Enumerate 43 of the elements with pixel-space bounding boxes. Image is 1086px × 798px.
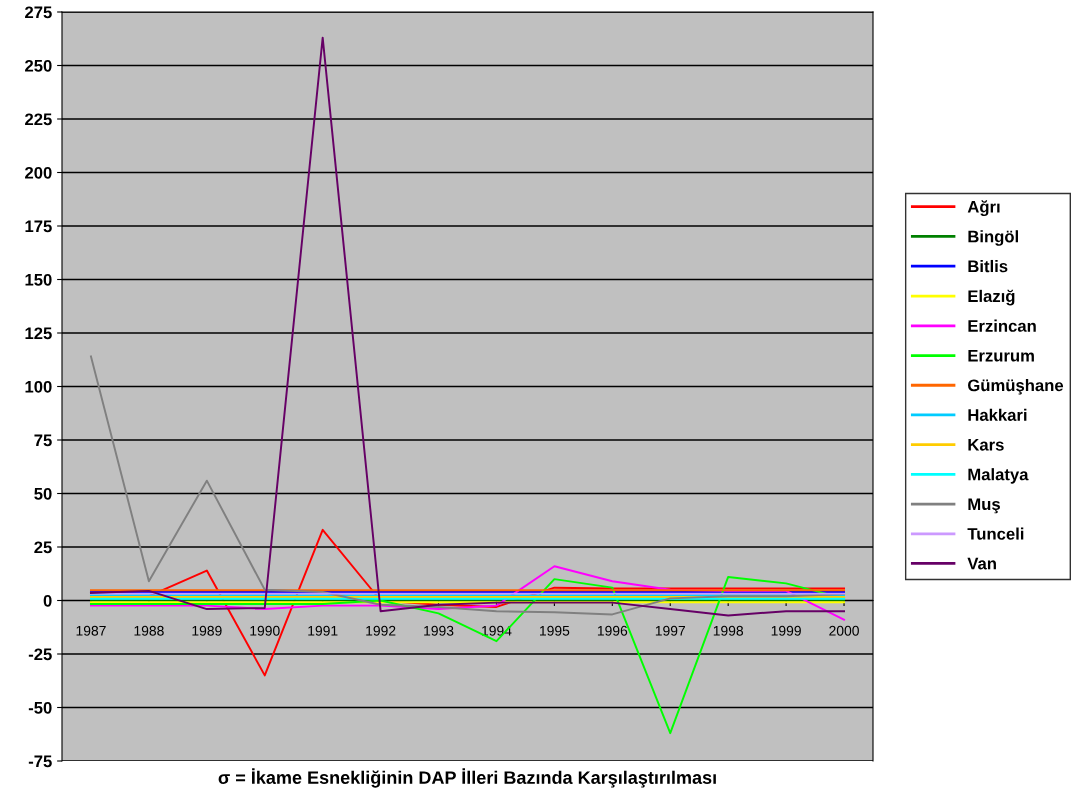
x-tick-label: 1995 [540, 625, 570, 636]
legend-label: Kars [968, 439, 1004, 451]
y-tick-label: 175 [25, 220, 52, 233]
legend-label: Gümüşhane [968, 379, 1064, 395]
y-tick-label: 100 [25, 380, 52, 393]
x-tick-label: 1993 [424, 625, 454, 636]
x-tick-label: 1997 [655, 625, 685, 636]
y-tick-label: 50 [34, 487, 52, 500]
legend-label: Van [967, 557, 996, 570]
legend-label: Bitlis [968, 259, 1008, 273]
y-tick-label: -50 [28, 701, 52, 714]
legend-label: Elazığ [968, 289, 1015, 306]
y-tick-label: -25 [28, 648, 52, 661]
y-tick-label: 275 [25, 6, 52, 19]
legend-label: Tunceli [967, 527, 1024, 540]
legend-label: Hakkari [968, 408, 1027, 421]
x-tick-label: 1987 [76, 625, 106, 636]
y-tick-label: -75 [28, 755, 52, 768]
legend-label: Ağrı [967, 200, 1000, 217]
x-axis-title: σ = İkame Esnekliğinin DAP İlleri Bazında Karşılaştırılması [218, 768, 716, 788]
y-tick-label: 225 [25, 113, 52, 126]
x-tick-label: 1990 [250, 625, 280, 636]
legend-label: Muş [968, 498, 1000, 514]
y-tick-label: 200 [25, 166, 52, 179]
y-tick-label: 250 [25, 59, 52, 72]
legend-label: Malatya [968, 468, 1029, 484]
x-tick-label: 2000 [829, 625, 859, 636]
y-tick-label: 150 [25, 273, 52, 286]
y-tick-label: 125 [25, 327, 52, 340]
x-tick-label: 1999 [771, 625, 801, 636]
x-tick-label: 1992 [366, 625, 396, 636]
legend-label: Erzurum [968, 349, 1034, 362]
x-tick-label: 1991 [308, 625, 338, 636]
x-tick-label: 1998 [713, 625, 744, 636]
legend-label: Erzincan [968, 319, 1036, 332]
y-tick-label: 25 [34, 541, 52, 554]
x-tick-label: 1996 [597, 625, 628, 636]
x-tick-label: 1989 [192, 625, 222, 636]
x-tick-label: 1988 [134, 625, 164, 636]
y-tick-label: 0 [43, 594, 52, 607]
y-tick-label: 75 [34, 434, 52, 447]
legend-label: Bingöl [968, 230, 1018, 246]
line-series [89, 36, 846, 617]
